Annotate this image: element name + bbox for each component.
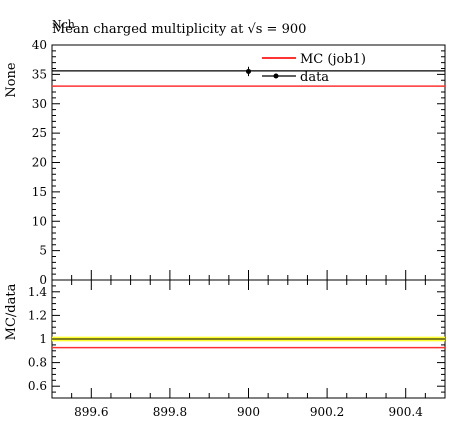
x-tick-label: 899.6	[74, 405, 108, 419]
x-tick-label: 900.2	[310, 405, 344, 419]
lower-y-tick-label: 0.8	[28, 356, 47, 370]
upper-y-tick-label: 10	[32, 214, 47, 228]
chart-title: Mean charged multiplicity at √s = 900	[52, 22, 306, 37]
legend: MC (job1) data	[262, 52, 366, 85]
x-tick-label: 900.4	[389, 405, 424, 419]
upper-y-tick-label: 5	[39, 244, 47, 258]
upper-y-tick-label: 20	[32, 156, 47, 170]
lower-y-tick-label: 1	[39, 332, 47, 346]
legend-data-label: data	[300, 70, 329, 85]
upper-y-tick-label: 0	[39, 273, 47, 287]
legend-mc-label: MC (job1)	[300, 52, 366, 67]
lower-y-tick-label: 0.6	[28, 379, 47, 393]
upper-plot-frame	[51, 44, 446, 281]
upper-y-tick-label: 35	[32, 67, 47, 81]
lower-y-axis-label: MC/data	[4, 283, 19, 340]
chart-title-text: Mean charged multiplicity at √s = 900	[52, 22, 306, 37]
x-tick-label: 899.8	[153, 405, 187, 419]
upper-panel: 0 5 10 15 20 25 30 35 40	[32, 38, 445, 287]
data-point	[246, 68, 251, 74]
upper-y-tick-label: 15	[32, 185, 47, 199]
upper-y-tick-label: 25	[32, 126, 47, 140]
lower-panel: 0.6 0.8 1 1.2 1.4 899.6 899.8 900 900.2 900.4	[28, 280, 445, 419]
title-overlap-text: Nch	[52, 18, 75, 31]
upper-y-tick-label: 30	[32, 97, 47, 111]
upper-y-tick-label: 40	[32, 38, 47, 52]
lower-y-tick-label: 1.4	[28, 285, 47, 299]
upper-y-axis-label: None	[4, 62, 19, 98]
legend-data-marker	[273, 73, 279, 79]
lower-y-tick-label: 1.2	[28, 308, 47, 322]
x-tick-label: 900	[237, 405, 260, 419]
